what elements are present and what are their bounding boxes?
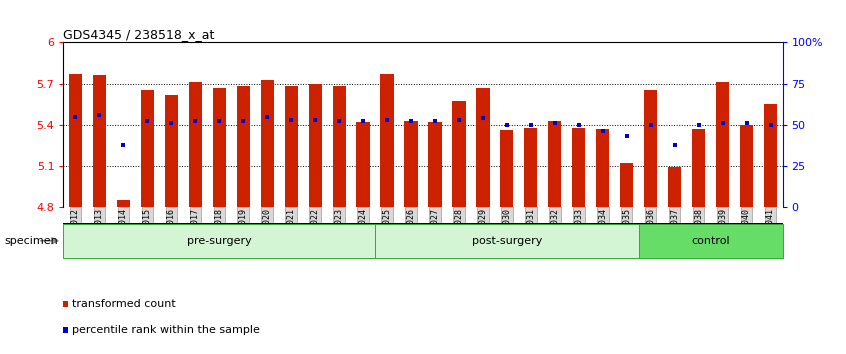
Bar [620, 163, 634, 207]
Bar [63, 224, 375, 258]
Text: transformed count: transformed count [73, 298, 176, 309]
Bar [117, 200, 130, 207]
Bar [69, 74, 82, 207]
Text: GDS4345 / 238518_x_at: GDS4345 / 238518_x_at [63, 28, 215, 41]
Bar [453, 102, 465, 207]
Bar [596, 129, 609, 207]
Bar [332, 86, 346, 207]
Bar [309, 84, 321, 207]
Bar [404, 121, 418, 207]
Text: specimen: specimen [4, 236, 58, 246]
Bar [375, 224, 639, 258]
Bar [548, 121, 562, 207]
Text: control: control [691, 236, 730, 246]
Bar [639, 224, 783, 258]
Bar [716, 82, 729, 207]
Bar [668, 167, 681, 207]
Bar [740, 125, 753, 207]
Bar [572, 127, 585, 207]
Bar [525, 127, 537, 207]
Text: pre-surgery: pre-surgery [187, 236, 251, 246]
Bar [764, 104, 777, 207]
Bar [212, 88, 226, 207]
Bar [261, 80, 274, 207]
Bar [93, 75, 106, 207]
Text: post-surgery: post-surgery [472, 236, 542, 246]
Bar [500, 130, 514, 207]
Bar [381, 74, 393, 207]
Bar [140, 91, 154, 207]
Bar [644, 91, 657, 207]
Bar [476, 88, 490, 207]
Bar [428, 122, 442, 207]
Bar [189, 82, 202, 207]
Bar [284, 86, 298, 207]
Text: percentile rank within the sample: percentile rank within the sample [73, 325, 261, 335]
Bar [165, 95, 178, 207]
Bar [237, 86, 250, 207]
Bar [356, 122, 370, 207]
Bar [692, 129, 706, 207]
